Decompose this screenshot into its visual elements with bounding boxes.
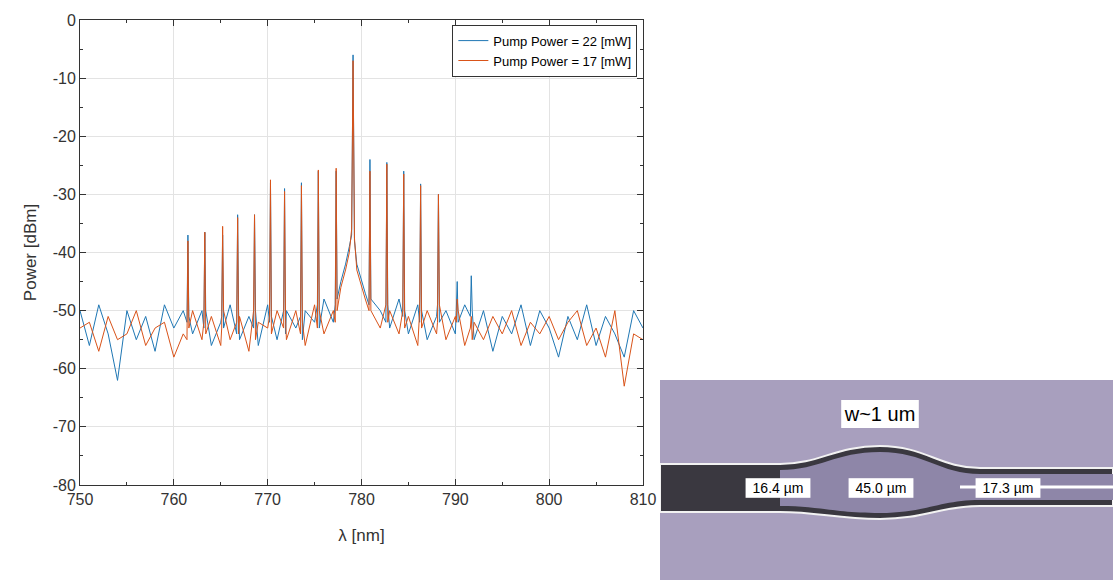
svg-text:-40: -40 <box>53 244 76 261</box>
svg-text:-10: -10 <box>53 70 76 87</box>
svg-text:760: 760 <box>160 491 187 508</box>
svg-text:-20: -20 <box>53 128 76 145</box>
svg-text:-30: -30 <box>53 186 76 203</box>
svg-text:w~1 um: w~1 um <box>844 403 916 425</box>
svg-text:Power [dBm]: Power [dBm] <box>21 204 40 301</box>
svg-text:0: 0 <box>67 12 76 29</box>
svg-text:750: 750 <box>67 491 94 508</box>
svg-text:45.0 µm: 45.0 µm <box>856 480 907 496</box>
svg-text:λ [nm]: λ [nm] <box>338 526 384 545</box>
svg-text:-50: -50 <box>53 302 76 319</box>
svg-text:Pump Power = 22 [mW]: Pump Power = 22 [mW] <box>493 34 631 49</box>
svg-text:810: 810 <box>630 491 657 508</box>
svg-text:780: 780 <box>348 491 375 508</box>
svg-text:770: 770 <box>254 491 281 508</box>
svg-text:-80: -80 <box>53 477 76 494</box>
svg-text:800: 800 <box>536 491 563 508</box>
svg-text:-70: -70 <box>53 418 76 435</box>
svg-text:790: 790 <box>442 491 469 508</box>
svg-text:16.4 µm: 16.4 µm <box>753 480 804 496</box>
svg-text:-60: -60 <box>53 360 76 377</box>
svg-text:Pump Power = 17 [mW]: Pump Power = 17 [mW] <box>493 54 631 69</box>
svg-text:17.3 µm: 17.3 µm <box>983 480 1034 496</box>
